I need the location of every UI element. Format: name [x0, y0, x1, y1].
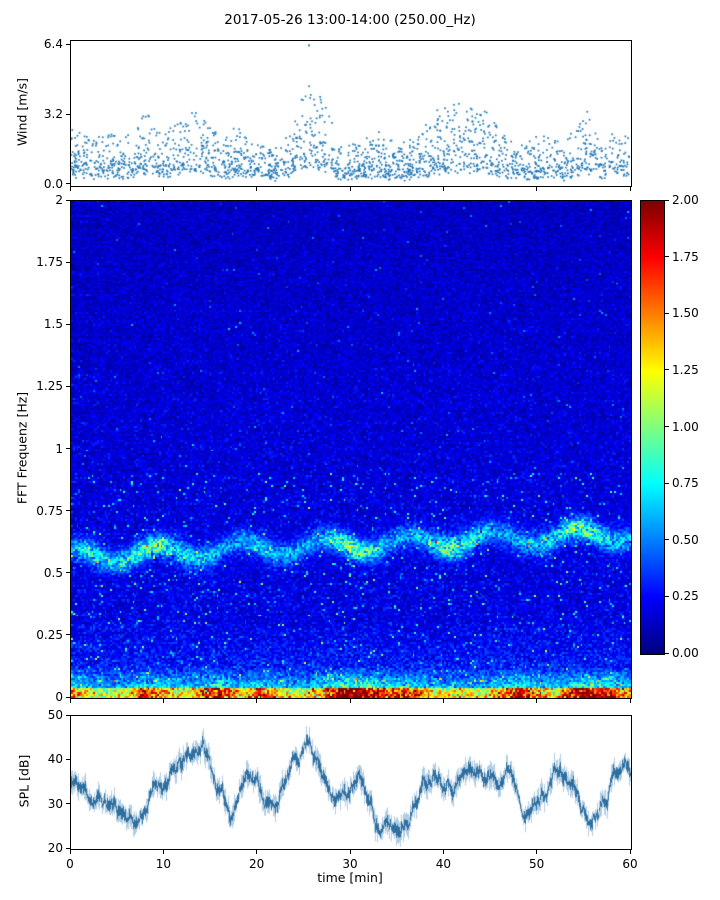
tick-label: 0.0	[43, 176, 63, 191]
tick-mark	[66, 714, 70, 716]
tick-mark	[66, 634, 70, 636]
tick-mark	[665, 595, 669, 597]
tick-mark	[536, 187, 538, 191]
tick-label: 3.2	[43, 107, 63, 122]
tick-mark	[66, 43, 70, 45]
tick-label: 0.5	[43, 565, 63, 580]
tick-mark	[162, 187, 164, 191]
tick-mark	[256, 850, 258, 854]
tick-mark	[66, 199, 70, 201]
tick-mark	[66, 758, 70, 760]
tick-mark	[69, 187, 71, 191]
tick-mark	[536, 850, 538, 854]
tick-label: 30	[342, 857, 358, 871]
tick-label: 0	[66, 857, 74, 871]
tick-mark	[66, 323, 70, 325]
wind-plot-area	[70, 40, 632, 187]
tick-mark	[665, 312, 669, 314]
tick-label: 0	[55, 690, 63, 704]
tick-label: 2.00	[672, 193, 699, 207]
tick-mark	[629, 699, 631, 703]
tick-mark	[162, 699, 164, 703]
tick-label: 0.75	[36, 503, 63, 518]
tick-label: 1.25	[672, 362, 699, 377]
tick-mark	[162, 850, 164, 854]
tick-mark	[256, 699, 258, 703]
tick-label: 6.4	[43, 37, 63, 52]
tick-label: 60	[622, 857, 638, 871]
spl-plot-area	[70, 715, 632, 850]
tick-mark	[665, 256, 669, 258]
spectrogram-plot-area	[70, 200, 632, 699]
tick-mark	[66, 510, 70, 512]
tick-mark	[349, 699, 351, 703]
tick-label: 20	[47, 841, 63, 855]
tick-label: 30	[47, 796, 63, 811]
tick-label: 2	[55, 193, 63, 207]
tick-label: 0.75	[672, 476, 699, 491]
tick-mark	[256, 187, 258, 191]
tick-mark	[536, 699, 538, 703]
figure-title: 2017-05-26 13:00-14:00 (250.00_Hz)	[224, 12, 476, 28]
tick-label: 1	[55, 441, 63, 456]
tick-mark	[66, 572, 70, 574]
tick-label: 1.75	[672, 249, 699, 264]
tick-mark	[66, 385, 70, 387]
tick-label: 1.5	[43, 317, 63, 332]
tick-label: 1.00	[672, 419, 699, 434]
tick-mark	[442, 850, 444, 854]
tick-label: 50	[529, 857, 545, 871]
x-axis-label: time [min]	[317, 870, 383, 885]
tick-mark	[349, 850, 351, 854]
tick-mark	[66, 113, 70, 115]
spl-line-canvas	[71, 716, 631, 849]
tick-mark	[66, 448, 70, 449]
wind-scatter-canvas	[71, 41, 631, 186]
tick-mark	[349, 187, 351, 191]
tick-label: 1.75	[36, 255, 63, 270]
tick-mark	[442, 187, 444, 191]
tick-label: 40	[435, 857, 451, 871]
tick-mark	[665, 199, 669, 201]
tick-label: 0.25	[36, 627, 63, 642]
spectrogram-heatmap-canvas	[71, 201, 631, 698]
tick-mark	[629, 187, 631, 191]
tick-mark	[665, 369, 669, 371]
tick-mark	[665, 652, 669, 654]
tick-label: 0.50	[672, 532, 699, 547]
tick-mark	[665, 426, 669, 427]
tick-mark	[66, 183, 70, 185]
tick-mark	[66, 261, 70, 263]
tick-mark	[629, 850, 631, 854]
tick-label: 20	[249, 857, 265, 871]
tick-mark	[66, 803, 70, 805]
tick-mark	[442, 699, 444, 703]
tick-mark	[69, 699, 71, 703]
tick-mark	[69, 850, 71, 854]
tick-label: 1.25	[36, 379, 63, 394]
tick-mark	[665, 482, 669, 484]
tick-label: 50	[47, 708, 63, 722]
tick-label: 40	[47, 752, 63, 767]
colorbar	[640, 200, 665, 655]
tick-label: 0.00	[672, 646, 699, 660]
colorbar-gradient-canvas	[641, 201, 664, 654]
tick-mark	[66, 847, 70, 849]
tick-mark	[665, 539, 669, 541]
tick-label: 1.50	[672, 306, 699, 321]
tick-mark	[66, 696, 70, 698]
tick-label: 0.25	[672, 589, 699, 604]
tick-label: 10	[155, 857, 171, 871]
